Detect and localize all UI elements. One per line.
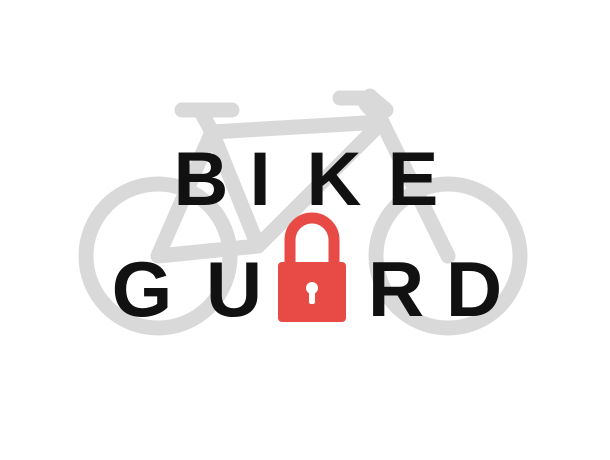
letter-k: K <box>307 137 362 222</box>
letter-d: D <box>446 245 502 333</box>
bike-handlebar <box>332 88 394 130</box>
keyhole-icon <box>306 282 318 294</box>
padlock-icon <box>278 212 346 322</box>
bicycle-icon <box>78 88 528 336</box>
front-wheel <box>368 176 528 336</box>
bike-seat <box>174 102 240 140</box>
letter-i: I <box>249 137 270 222</box>
letter-r: R <box>368 245 424 333</box>
letter-g: G <box>112 245 173 333</box>
letter-b: B <box>174 137 229 222</box>
logo-line-bike: B I K E <box>174 137 439 222</box>
padlock-shackle <box>284 212 340 264</box>
keyhole-slot <box>309 290 315 304</box>
logo-line-guard: G U R D <box>112 212 502 333</box>
letter-u: U <box>206 245 262 333</box>
letter-e: E <box>388 137 439 222</box>
bike-frame <box>150 114 456 264</box>
